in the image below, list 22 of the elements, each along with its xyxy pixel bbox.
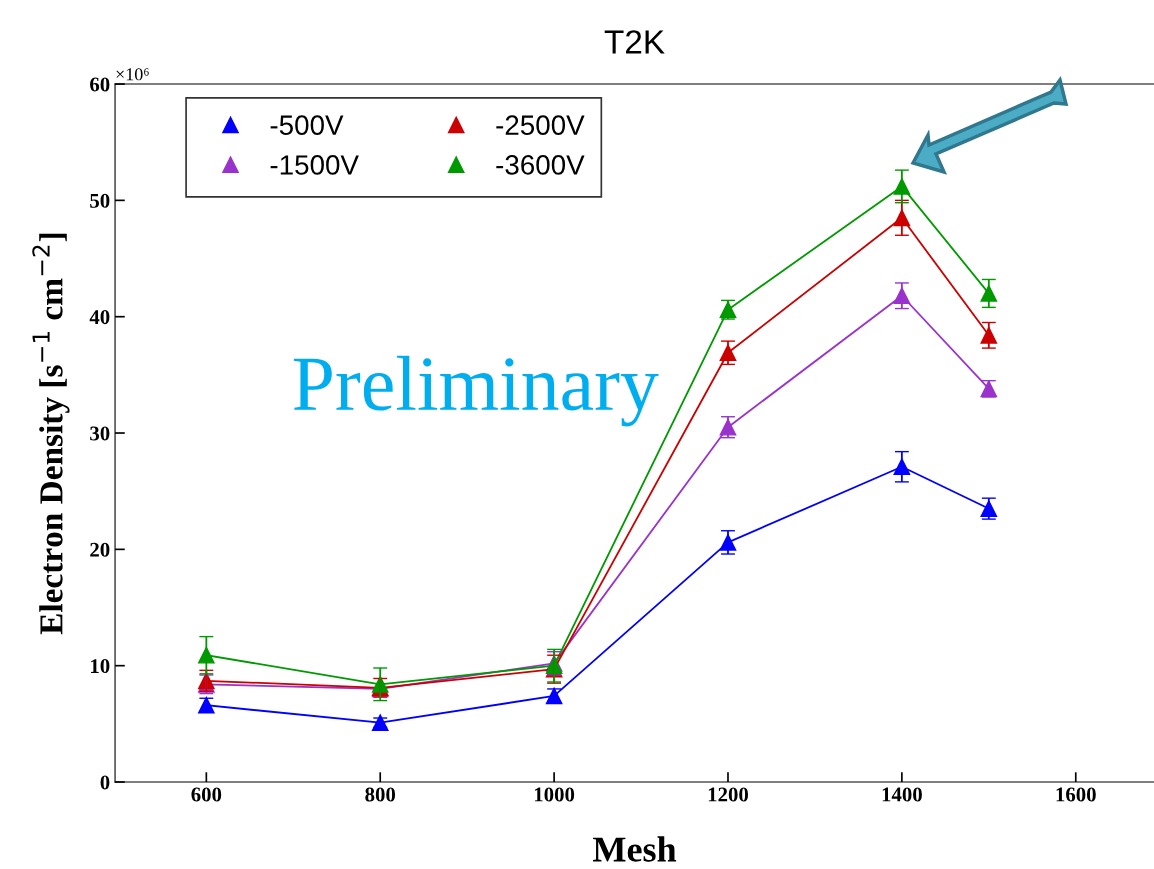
text: ×10⁶ (116, 68, 149, 81)
x-tick-label: 1200 (708, 787, 749, 802)
legend-label: -1500V (270, 155, 359, 175)
y-tick-label: 20 (90, 542, 110, 557)
annotation: Preliminary (293, 355, 659, 427)
x-tick-label: 600 (191, 787, 222, 802)
y-tick-label: 60 (90, 77, 110, 92)
y-tick-label: 40 (89, 310, 110, 325)
legend-label: -500V (270, 115, 344, 135)
legend-label: -2500V (496, 115, 585, 135)
x-tick-label: 1400 (882, 787, 922, 802)
y-tick-label: 10 (91, 659, 110, 674)
y-tick-label: 30 (90, 426, 110, 441)
x-tick-label: 800 (365, 787, 396, 802)
x-tick-label: 1000 (534, 787, 575, 802)
y-axis-title: Electron Density [s$^{−1}$ cm$^{−2}$] (32, 233, 70, 635)
y-tick-label: 50 (90, 193, 110, 208)
legend-label: -3600V (496, 155, 585, 175)
chart-title: T2K (604, 30, 665, 54)
y-tick-label: 0 (100, 775, 110, 790)
x-axis-title: Mesh (593, 836, 677, 862)
x-tick-label: 1600 (1056, 787, 1096, 802)
